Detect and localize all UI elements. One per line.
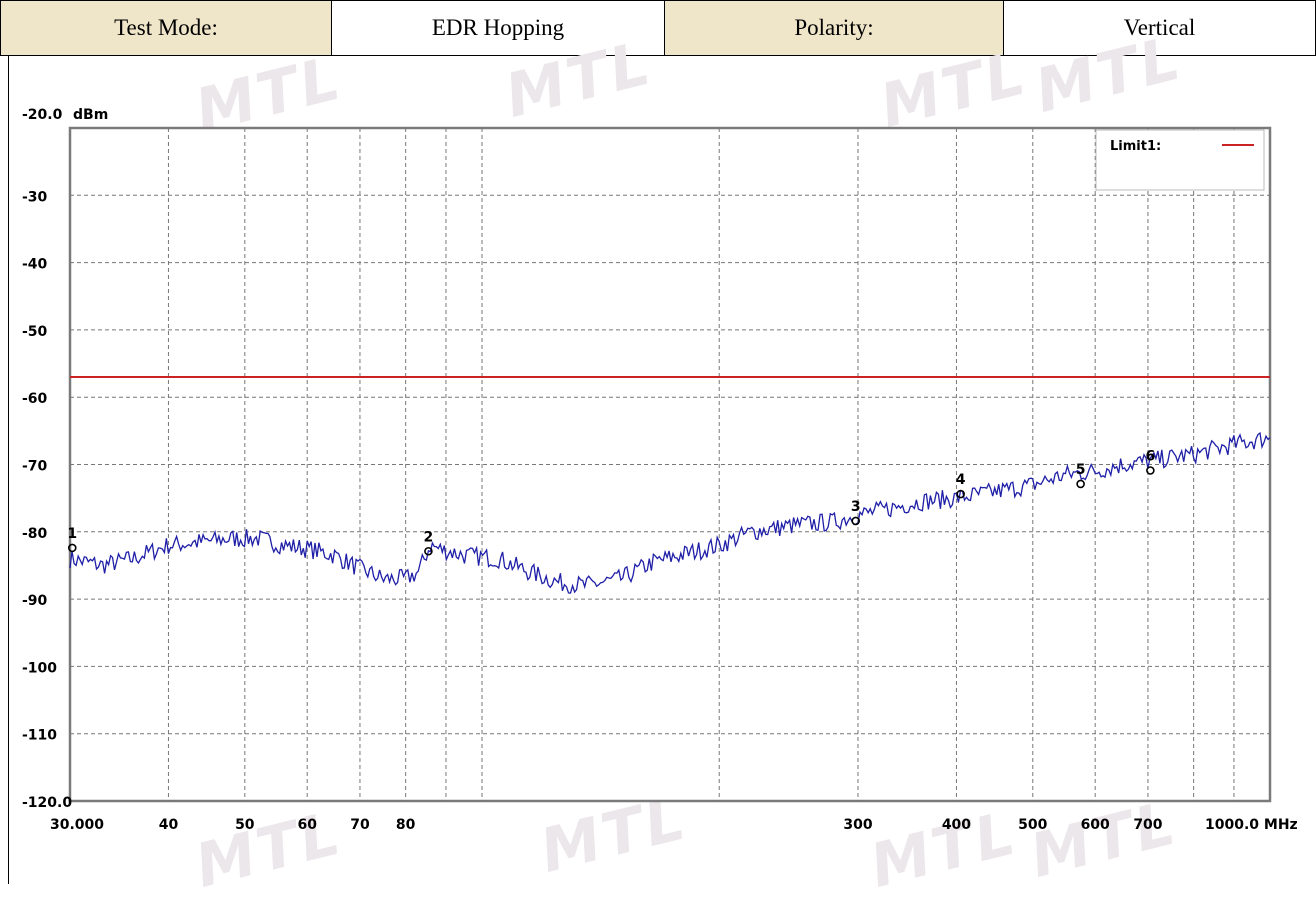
plot-frame — [68, 126, 1272, 803]
y-tick-label: -70 — [22, 459, 48, 475]
y-tick-label: -50 — [22, 324, 48, 340]
x-tick-label: 300 — [843, 817, 872, 833]
marker-number: 4 — [956, 472, 966, 488]
info-header: Test Mode: EDR Hopping Polarity: Vertica… — [0, 0, 1316, 56]
x-tick-label: 30.000 — [50, 817, 104, 833]
frame-border — [8, 56, 9, 884]
y-tick-label: -30 — [22, 189, 48, 205]
x-tick-label: 500 — [1018, 817, 1047, 833]
marker-number: 1 — [67, 526, 77, 542]
y-axis-label: dBm — [73, 107, 108, 123]
y-tick-label: -90 — [22, 593, 48, 609]
y-tick-label: -80 — [22, 526, 48, 542]
x-tick-label: 70 — [350, 817, 370, 833]
marker-number: 6 — [1146, 449, 1156, 465]
test-mode-value: EDR Hopping — [332, 0, 665, 56]
marker-point — [1146, 466, 1155, 475]
y-tick-label: -120.0 — [22, 795, 72, 811]
x-tick-label: 40 — [159, 817, 179, 833]
x-tick-label: 80 — [396, 817, 416, 833]
marker-number: 3 — [851, 499, 861, 515]
marker-point — [424, 546, 433, 556]
x-tick-label: 400 — [942, 817, 971, 833]
marker-point — [1076, 479, 1085, 489]
legend-box — [1095, 129, 1265, 191]
emission-chart: -30 -40 -50 -60 -70 -80 -90 -100 -110 -120.0 -20.0… — [22, 107, 1298, 833]
marker-point — [956, 489, 965, 499]
test-mode-label: Test Mode: — [0, 0, 332, 56]
marker-number: 2 — [424, 529, 434, 545]
marker-point — [67, 543, 77, 553]
y-tick-label: -20.0 — [22, 107, 63, 123]
x-tick-label: 600 — [1081, 817, 1110, 833]
x-tick-label: 1000.0 MHz — [1205, 817, 1298, 833]
polarity-label: Polarity: — [665, 0, 1004, 56]
legend-label: Limit1: — [1110, 139, 1161, 154]
y-tick-label: -40 — [22, 257, 48, 273]
x-tick-label: 60 — [297, 817, 317, 833]
polarity-value: Vertical — [1004, 0, 1316, 56]
x-tick-label: 50 — [235, 817, 255, 833]
measurement-trace — [69, 431, 1271, 594]
marker-number: 5 — [1076, 462, 1086, 478]
x-tick-label: 700 — [1133, 817, 1162, 833]
marker-point — [851, 516, 860, 526]
y-tick-label: -60 — [22, 391, 48, 407]
y-tick-label: -110 — [22, 728, 57, 744]
y-tick-label: -100 — [22, 660, 57, 676]
